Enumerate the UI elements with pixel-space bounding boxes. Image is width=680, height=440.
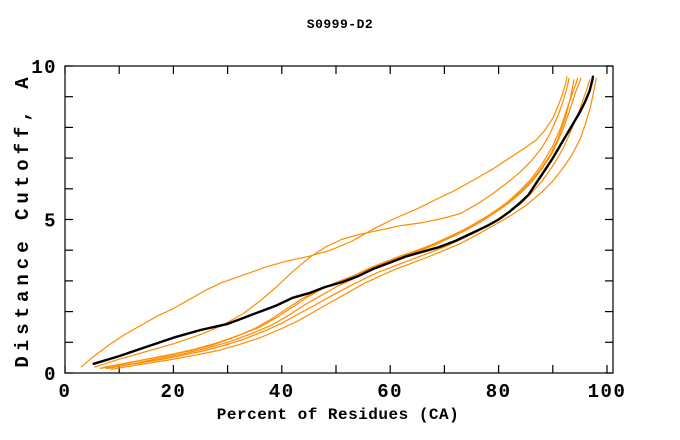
x-tick-label: 40 (269, 381, 295, 403)
plot-box (64, 65, 614, 374)
orange-curve-1-outlier-high (80, 76, 568, 368)
curve-series (80, 75, 597, 370)
x-tick-label: 60 (377, 381, 403, 403)
orange-curve-7-lowest-right (110, 77, 597, 370)
orange-curve-4 (102, 77, 579, 369)
orange-curve-5 (107, 77, 582, 369)
x-tick-label: 80 (486, 381, 512, 403)
x-tick-label: 100 (588, 381, 627, 403)
y-tick-label: 10 (31, 57, 57, 79)
x-tick-label: 0 (59, 381, 72, 403)
y-tick-label: 0 (44, 364, 57, 386)
chart-title: S0999-D2 (307, 17, 373, 32)
orange-curve-6 (105, 79, 591, 369)
axis-ticks (64, 65, 613, 374)
axis-tick-labels: 0 20 40 60 80 100 0 5 10 (31, 57, 627, 403)
orange-curve-3 (99, 79, 575, 369)
x-tick-label: 20 (160, 381, 186, 403)
y-axis-label: Distance Cutoff, A (12, 72, 34, 367)
y-tick-label: 5 (44, 211, 57, 233)
black-reference-curve (92, 75, 595, 365)
x-axis-label: Percent of Residues (CA) (217, 406, 459, 424)
